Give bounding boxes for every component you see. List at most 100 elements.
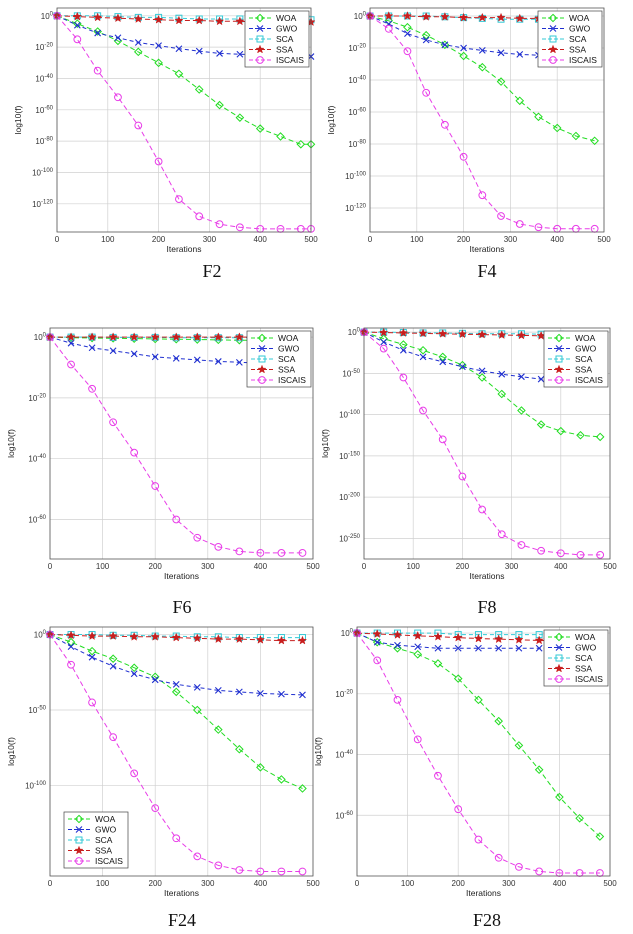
star-icon (257, 364, 267, 374)
series-line-iscais (369, 15, 595, 230)
star-icon (548, 44, 558, 54)
data-point-gwo (439, 358, 447, 366)
legend-label-gwo: GWO (276, 24, 298, 34)
data-point-iscais (172, 515, 181, 524)
data-point-gwo (134, 39, 142, 46)
circle-icon (75, 857, 83, 865)
data-point-gwo (414, 643, 422, 651)
data-point-gwo (130, 350, 138, 358)
y-tick-label: 100 (41, 11, 54, 21)
data-point-woa (555, 792, 564, 802)
series-line-iscais (49, 634, 303, 872)
data-point-woa (421, 30, 431, 40)
circle-icon (256, 56, 264, 64)
data-point-woa (595, 832, 605, 841)
legend-label-iscais: ISCAIS (276, 55, 304, 65)
data-point-gwo (73, 21, 81, 29)
data-point-woa (298, 784, 307, 793)
data-point-iscais (534, 223, 543, 232)
data-point-ssa (150, 332, 160, 342)
data-point-ssa (87, 631, 97, 641)
x-icon (555, 644, 563, 651)
data-point-ssa (235, 16, 245, 26)
x-tick-label: 200 (149, 879, 163, 888)
data-point-gwo (299, 691, 306, 699)
x-tick-label: 500 (597, 235, 611, 244)
legend-label-gwo: GWO (569, 24, 591, 34)
data-point-gwo (537, 375, 545, 383)
x-tick-label: 100 (96, 562, 110, 571)
legend-label-ssa: SSA (569, 45, 586, 55)
data-point-iscais (88, 698, 96, 707)
data-point-woa (459, 51, 468, 61)
legend-label-ssa: SSA (276, 45, 293, 55)
data-point-iscais (298, 549, 307, 557)
legend-label-iscais: ISCAIS (278, 375, 306, 385)
diamond-icon (74, 814, 84, 824)
data-point-iscais (576, 550, 585, 559)
legend-label-woa: WOA (276, 13, 297, 23)
data-point-gwo (236, 50, 244, 58)
legend-label-iscais: ISCAIS (95, 856, 123, 866)
data-point-iscais (67, 660, 75, 669)
x-tick-label: 300 (502, 879, 516, 888)
y-tick-label: 10-40 (348, 76, 366, 86)
x-tick-label: 500 (603, 879, 617, 888)
square-icon (549, 35, 557, 43)
data-point-iscais (478, 191, 487, 200)
data-point-iscais (73, 35, 82, 44)
data-point-iscais (422, 88, 431, 97)
y-tick-label: 10-20 (335, 689, 353, 699)
data-point-gwo (88, 653, 96, 661)
x-tick-label: 0 (368, 235, 373, 244)
data-point-woa (255, 124, 265, 133)
data-point-ssa (87, 332, 97, 342)
data-point-ssa (477, 12, 487, 22)
x-axis-label: Iterations (470, 244, 505, 254)
data-point-iscais (235, 547, 244, 556)
data-point-woa (277, 775, 286, 784)
data-point-ssa (129, 332, 139, 342)
data-point-gwo (478, 367, 486, 375)
x-tick-label: 200 (452, 879, 466, 888)
data-point-gwo (235, 358, 243, 366)
data-point-woa (515, 96, 525, 106)
data-point-gwo (109, 347, 117, 355)
chart-panel-f2: 0 100 200 300 400 500 100 10-20 10-40 10-60 10-80 1… (13, 7, 318, 281)
x-tick-label: 0 (48, 879, 53, 888)
data-point-ssa (66, 630, 76, 640)
data-point-iscais (497, 212, 505, 220)
axes-frame (356, 626, 611, 877)
y-tick-label: 100 (34, 333, 47, 343)
data-point-ssa (276, 635, 287, 645)
x-tick-label: 0 (355, 879, 360, 888)
y-tick-label: 10-100 (345, 172, 367, 182)
x-tick-label: 400 (551, 235, 565, 244)
data-point-woa (474, 695, 483, 705)
data-point-iscais (298, 867, 307, 876)
data-point-ssa (440, 11, 450, 21)
legend-label-gwo: GWO (575, 643, 597, 653)
data-point-woa (129, 663, 139, 673)
data-point-woa (575, 813, 584, 823)
y-tick-label: 10-60 (35, 105, 53, 115)
legend-label-woa: WOA (575, 632, 596, 642)
y-tick-label: 10-250 (339, 534, 361, 544)
data-point-iscais (215, 220, 224, 229)
data-point-gwo (380, 338, 388, 346)
data-point-woa (154, 58, 163, 68)
data-point-iscais (596, 550, 605, 559)
panel-caption: F4 (477, 261, 496, 281)
data-point-ssa (214, 16, 225, 26)
y-tick-label: 10-40 (35, 74, 53, 84)
data-point-gwo (495, 644, 503, 652)
data-point-ssa (421, 11, 431, 21)
series-line-iscais (356, 632, 600, 874)
data-point-iscais (193, 533, 202, 542)
y-tick-label: 100 (341, 629, 354, 639)
legend-label-sca: SCA (575, 354, 593, 364)
data-point-gwo (394, 641, 401, 649)
data-point-gwo (172, 680, 180, 688)
y-tick-label: 10-80 (348, 140, 366, 150)
series-line-woa (363, 331, 601, 438)
